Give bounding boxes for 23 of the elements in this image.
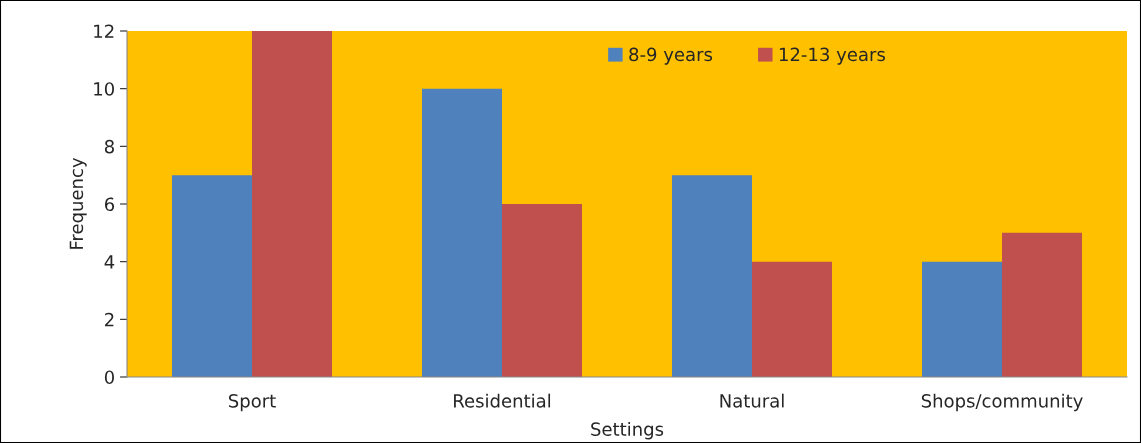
y-axis-title: Frequency xyxy=(69,157,87,249)
y-tick-label: 0 xyxy=(104,370,114,385)
x-tick-label: Residential xyxy=(454,393,551,408)
y-tick-label: 12 xyxy=(94,24,114,38)
y-tick-label: 6 xyxy=(104,197,115,212)
x-tick-label: Shops/community xyxy=(921,393,1083,412)
y-tick-label: 4 xyxy=(104,255,115,269)
legend-label: 8-9 years xyxy=(629,47,713,65)
y-tick-label: 8 xyxy=(104,139,114,154)
y-tick-label: 2 xyxy=(105,312,114,327)
x-tick-label: Sport xyxy=(228,393,276,412)
bar xyxy=(252,31,332,377)
bar xyxy=(672,175,752,377)
bar xyxy=(1002,232,1082,377)
legend-label: 12-13 years xyxy=(779,47,885,65)
bar xyxy=(422,88,502,377)
bar xyxy=(502,204,582,377)
bar xyxy=(752,261,832,377)
x-axis-title: Settings xyxy=(591,421,664,440)
y-tick-label: 10 xyxy=(94,82,114,96)
bar xyxy=(172,175,252,377)
x-tick-label: Natural xyxy=(720,393,784,408)
bar xyxy=(922,261,1002,377)
